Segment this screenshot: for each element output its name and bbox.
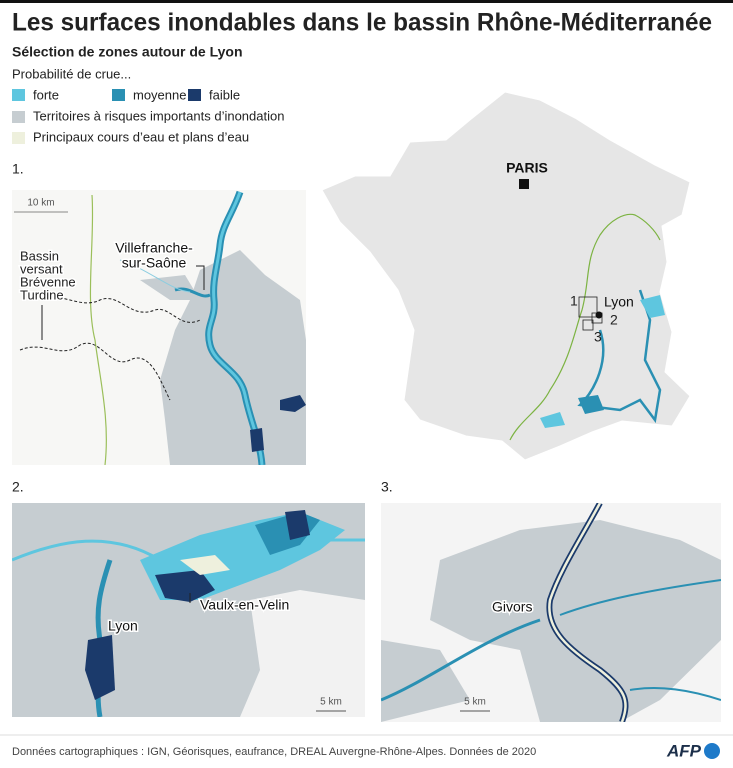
place-label: Brévenne — [20, 274, 76, 289]
panel-number: 2. — [12, 479, 24, 495]
title: Les surfaces inondables dans le bassin R… — [12, 9, 712, 37]
paris-label: PARIS — [506, 160, 548, 176]
panel-number: 3. — [381, 479, 393, 495]
inset-number: 3 — [594, 329, 602, 345]
map-2: 5 km Lyon Vaulx-en-Velin — [12, 503, 365, 717]
map-3: 5 km Givors — [381, 503, 721, 722]
legend: forte moyenne faible Territoires à risques … — [12, 87, 284, 144]
legend-label: forte — [33, 87, 59, 102]
logo: AFP — [666, 741, 702, 760]
source: Données cartographiques : IGN, Géorisque… — [12, 746, 536, 758]
inset-number: 2 — [610, 312, 618, 328]
place-label: sur-Saône — [122, 255, 187, 271]
legend-swatch — [12, 89, 25, 101]
legend-label: faible — [209, 87, 240, 102]
paris-marker — [519, 179, 529, 189]
france-map: PARIS Lyon 1 2 3 — [321, 91, 691, 461]
place-label: Lyon — [108, 618, 138, 634]
place-label: Bassin — [20, 248, 59, 263]
legend-swatch — [12, 111, 25, 123]
legend-swatch — [188, 89, 201, 101]
subtitle: Sélection de zones autour de Lyon — [12, 44, 243, 60]
scale-label: 10 km — [27, 198, 54, 209]
place-labels: Lyon Vaulx-en-Velin — [107, 595, 291, 635]
panel-number: 1. — [12, 161, 24, 177]
place-label: Turdine — [20, 287, 64, 302]
legend-label: moyenne — [133, 87, 186, 102]
legend-swatch — [112, 89, 125, 101]
place-label: versant — [20, 261, 63, 276]
lyon-label: Lyon — [604, 294, 634, 310]
place-label: Vaulx-en-Velin — [200, 597, 289, 613]
top-rule — [0, 0, 733, 3]
logo-dot — [704, 743, 720, 759]
place-labels: Givors — [491, 597, 534, 616]
legend-label: Territoires à risques importants d’inond… — [33, 108, 284, 123]
legend-heading: Probabilité de crue... — [12, 66, 131, 81]
inset-number: 1 — [570, 293, 578, 309]
scale-label: 5 km — [464, 697, 486, 708]
place-labels: Villefranche-sur-Saône BassinversantBréve… — [19, 238, 195, 304]
scale-label: 5 km — [320, 697, 342, 708]
place-label: Villefranche- — [115, 240, 193, 256]
place-label: Givors — [492, 599, 532, 615]
legend-swatch — [12, 132, 25, 144]
legend-label: Principaux cours d’eau et plans d’eau — [33, 129, 249, 144]
map-1: 10 km Villefranche-sur-Saône Bassinversan… — [12, 190, 306, 465]
